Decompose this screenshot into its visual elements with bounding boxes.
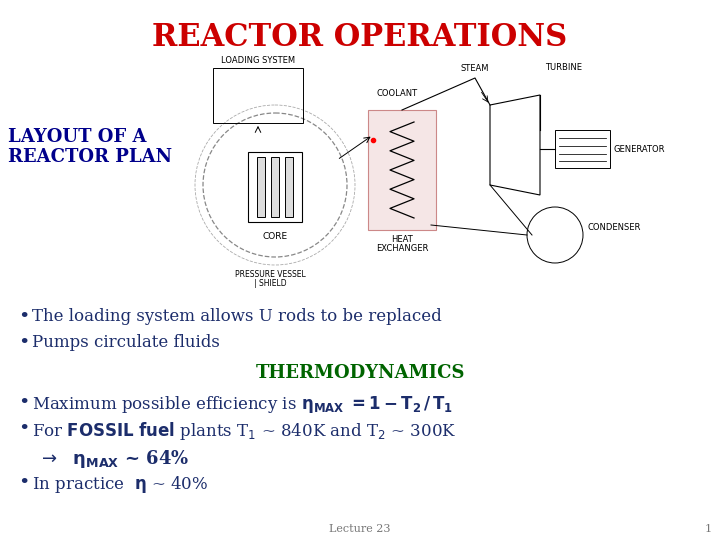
Bar — [368, 110, 436, 230]
Bar — [213, 68, 303, 123]
Text: •: • — [18, 420, 30, 438]
Text: In practice  $\mathbf{\eta}$ ~ 40%: In practice $\mathbf{\eta}$ ~ 40% — [32, 474, 208, 495]
Text: THERMODYNAMICS: THERMODYNAMICS — [256, 364, 464, 382]
Bar — [257, 157, 265, 217]
Text: Lecture 23: Lecture 23 — [329, 524, 391, 534]
Text: •: • — [18, 474, 30, 492]
Text: LOADING SYSTEM: LOADING SYSTEM — [221, 56, 295, 65]
Text: For $\mathbf{FOSSIL}$ $\mathbf{fuel}$ plants T$_1$ ~ 840K and T$_2$ ~ 300K: For $\mathbf{FOSSIL}$ $\mathbf{fuel}$ pl… — [32, 420, 456, 442]
Text: EXCHANGER: EXCHANGER — [376, 244, 428, 253]
Text: •: • — [18, 308, 30, 326]
Text: CORE: CORE — [262, 232, 287, 241]
Text: COOLANT: COOLANT — [377, 89, 418, 98]
Text: •: • — [18, 394, 30, 412]
Text: HEAT: HEAT — [391, 235, 413, 244]
Bar — [248, 152, 302, 222]
Text: 1: 1 — [705, 524, 712, 534]
Text: Pumps circulate fluids: Pumps circulate fluids — [32, 334, 220, 351]
Text: | SHIELD: | SHIELD — [253, 279, 287, 288]
Text: REACTOR PLAN: REACTOR PLAN — [8, 148, 172, 166]
Bar — [555, 130, 610, 168]
Text: $\rightarrow$  $\mathbf{\eta}$$_{\mathbf{MAX}}$ ~ 64%: $\rightarrow$ $\mathbf{\eta}$$_{\mathbf{… — [38, 448, 189, 470]
Text: PRESSURE VESSEL: PRESSURE VESSEL — [235, 270, 305, 279]
Bar — [271, 157, 279, 217]
Text: STEAM: STEAM — [461, 64, 490, 73]
Text: •: • — [18, 334, 30, 352]
Text: GENERATOR: GENERATOR — [614, 145, 665, 153]
Bar — [285, 157, 293, 217]
Text: Maximum possible efficiency is $\mathbf{\eta}$$_{\mathbf{MAX}}$ $\mathbf{= 1 - T: Maximum possible efficiency is $\mathbf{… — [32, 394, 453, 415]
Text: TURBINE: TURBINE — [545, 63, 582, 72]
Text: LAYOUT OF A: LAYOUT OF A — [8, 128, 146, 146]
Text: The loading system allows U rods to be replaced: The loading system allows U rods to be r… — [32, 308, 442, 325]
Text: REACTOR OPERATIONS: REACTOR OPERATIONS — [153, 22, 567, 53]
Text: CONDENSER: CONDENSER — [587, 222, 640, 232]
